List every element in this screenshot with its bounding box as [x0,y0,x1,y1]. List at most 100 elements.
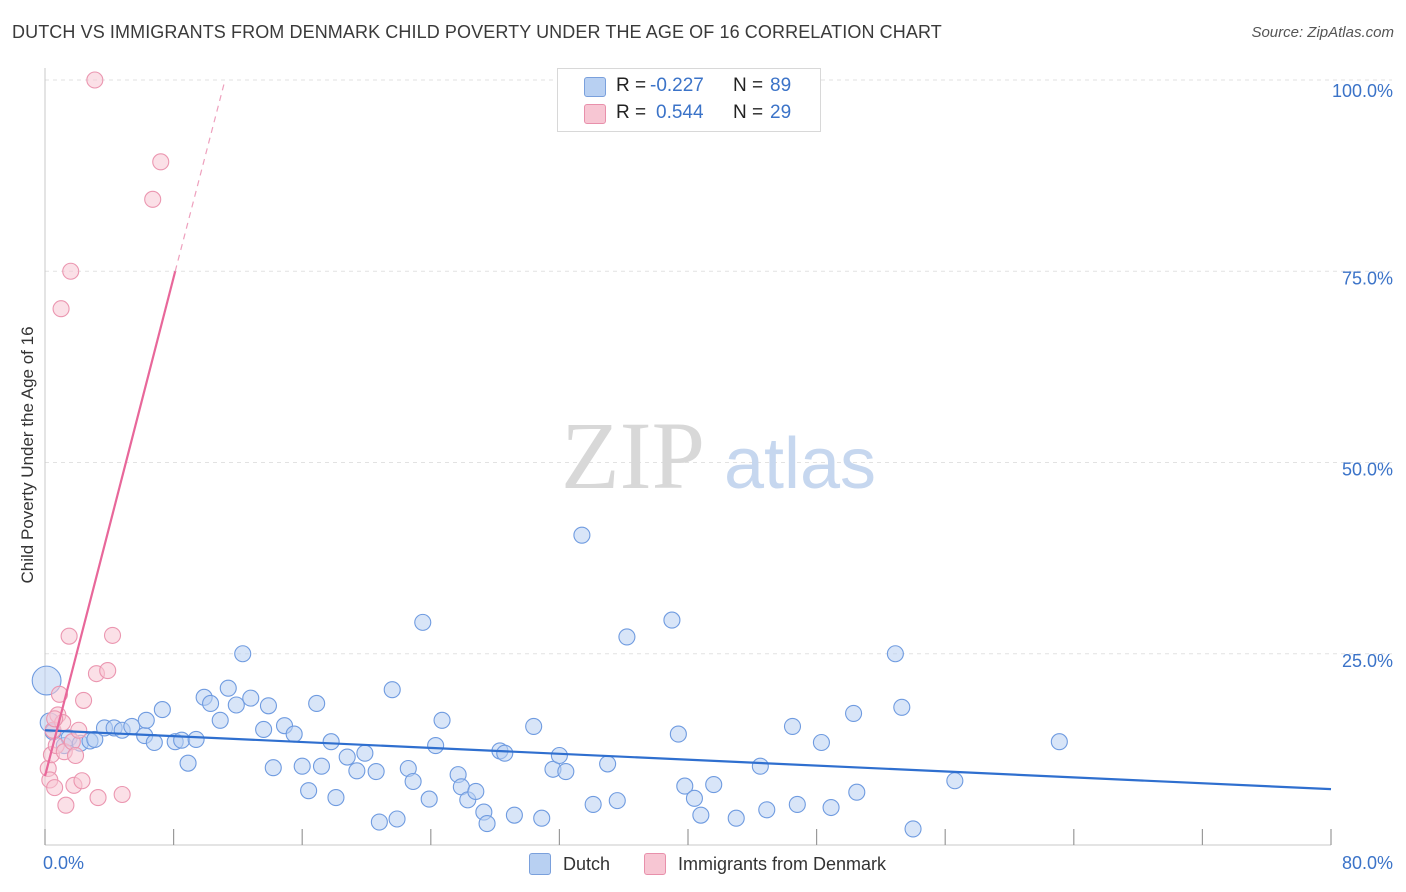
dutch-point [663,611,681,629]
dutch-point [618,628,636,646]
denmark-point [62,262,80,280]
legend-r-label: R = [616,102,647,123]
trend-lines [43,79,1332,791]
dutch-point [370,813,388,831]
dutch-point [751,757,769,775]
dutch-point [293,757,311,775]
denmark-point [60,627,78,645]
watermark-atlas: atlas [724,424,876,504]
denmark-point [70,721,88,739]
dutch-trend-line [44,729,1332,791]
dutch-point [300,782,318,800]
dutch-point [848,783,866,801]
legend-n-label: N = [733,75,764,96]
dutch-point [893,698,911,716]
dutch-point [467,782,485,801]
watermark: ZIP atlas [561,402,876,509]
series-legend-dutch[interactable]: Dutch [529,852,610,876]
axes [44,68,1332,846]
dutch-point [322,733,340,751]
denmark-point [99,662,117,680]
dutch-point [904,820,922,838]
denmark-point [75,691,93,709]
gridlines [45,79,1392,655]
dutch-point [388,810,406,828]
dutch-point [219,679,237,697]
dutch-point [557,763,575,781]
chart-title: DUTCH VS IMMIGRANTS FROM DENMARK CHILD P… [12,22,942,42]
dutch-point [886,645,904,663]
dutch-swatch [529,853,551,875]
legend-row-denmark: R = 0.544 N = 29 [558,100,820,126]
x-tick-label: 80.0% [1342,853,1393,873]
y-tick-label: 50.0% [1342,460,1393,480]
x-tick-label: 0.0% [43,853,84,873]
dutch-point [783,717,802,735]
dutch-point [145,733,163,752]
dutch-point [367,763,385,781]
denmark-point [52,300,70,318]
dutch-point [584,795,602,814]
dutch-point [758,801,776,819]
dutch-point [31,665,62,696]
dutch-point [676,777,694,795]
dutch-point [348,762,366,780]
denmark-point [89,789,107,807]
y-tick-label: 100.0% [1332,81,1393,101]
dutch-point [705,776,723,794]
legend-swatch-dutch [584,77,606,97]
correlation-legend: R = -0.227 N = 89 R = 0.544 N = 29 [557,68,821,132]
dutch-point [211,711,229,729]
legend-n-value: 89 [770,75,792,96]
dutch-point [356,744,374,762]
dutch-point [242,689,260,707]
denmark-point [46,779,64,797]
dutch-point [692,806,710,824]
dutch-point [496,744,514,762]
legend-r-value: -0.227 [650,75,704,96]
denmark-trend-extension [174,79,226,272]
legend-r-value: 0.544 [656,102,704,123]
dutch-point [86,730,104,748]
tick-labels: 100.0% 75.0% 50.0% 25.0% 0.0% 80.0% [43,81,1393,873]
denmark-swatch [644,853,666,875]
dutch-point [338,748,356,766]
dutch-point [255,720,273,739]
denmark-legend-label: Immigrants from Denmark [678,853,887,874]
denmark-point [50,685,69,703]
dutch-point [608,792,626,810]
denmark-point [57,796,75,814]
dutch-point [525,717,543,735]
legend-n-label: N = [733,102,764,123]
dutch-point [173,731,191,749]
denmark-point [66,746,85,765]
dutch-point [420,790,438,808]
dutch-point [669,725,687,743]
denmark-point [103,626,122,644]
denmark-trend-line [43,270,177,777]
dutch-point [845,704,863,722]
dutch-point [533,809,551,827]
denmark-points [39,71,170,814]
dutch-point [153,701,171,719]
dutch-point [234,645,252,663]
dutch-point [404,772,422,791]
legend-r-label: R = [616,75,647,96]
dutch-point [433,711,451,729]
denmark-point [113,785,131,804]
dutch-point [383,681,401,699]
y-tick-label: 75.0% [1342,268,1393,288]
series-legend-denmark[interactable]: Immigrants from Denmark [644,852,886,876]
dutch-point [550,746,568,765]
dutch-point [285,725,303,743]
dutch-point [202,694,220,713]
dutch-point [573,526,591,544]
dutch-point [478,815,496,833]
dutch-point [946,772,964,790]
dutch-point [187,730,205,748]
dutch-point [812,733,830,752]
dutch-point [414,613,432,631]
dutch-point [685,789,703,807]
dutch-point [179,754,197,772]
denmark-point [73,772,91,790]
